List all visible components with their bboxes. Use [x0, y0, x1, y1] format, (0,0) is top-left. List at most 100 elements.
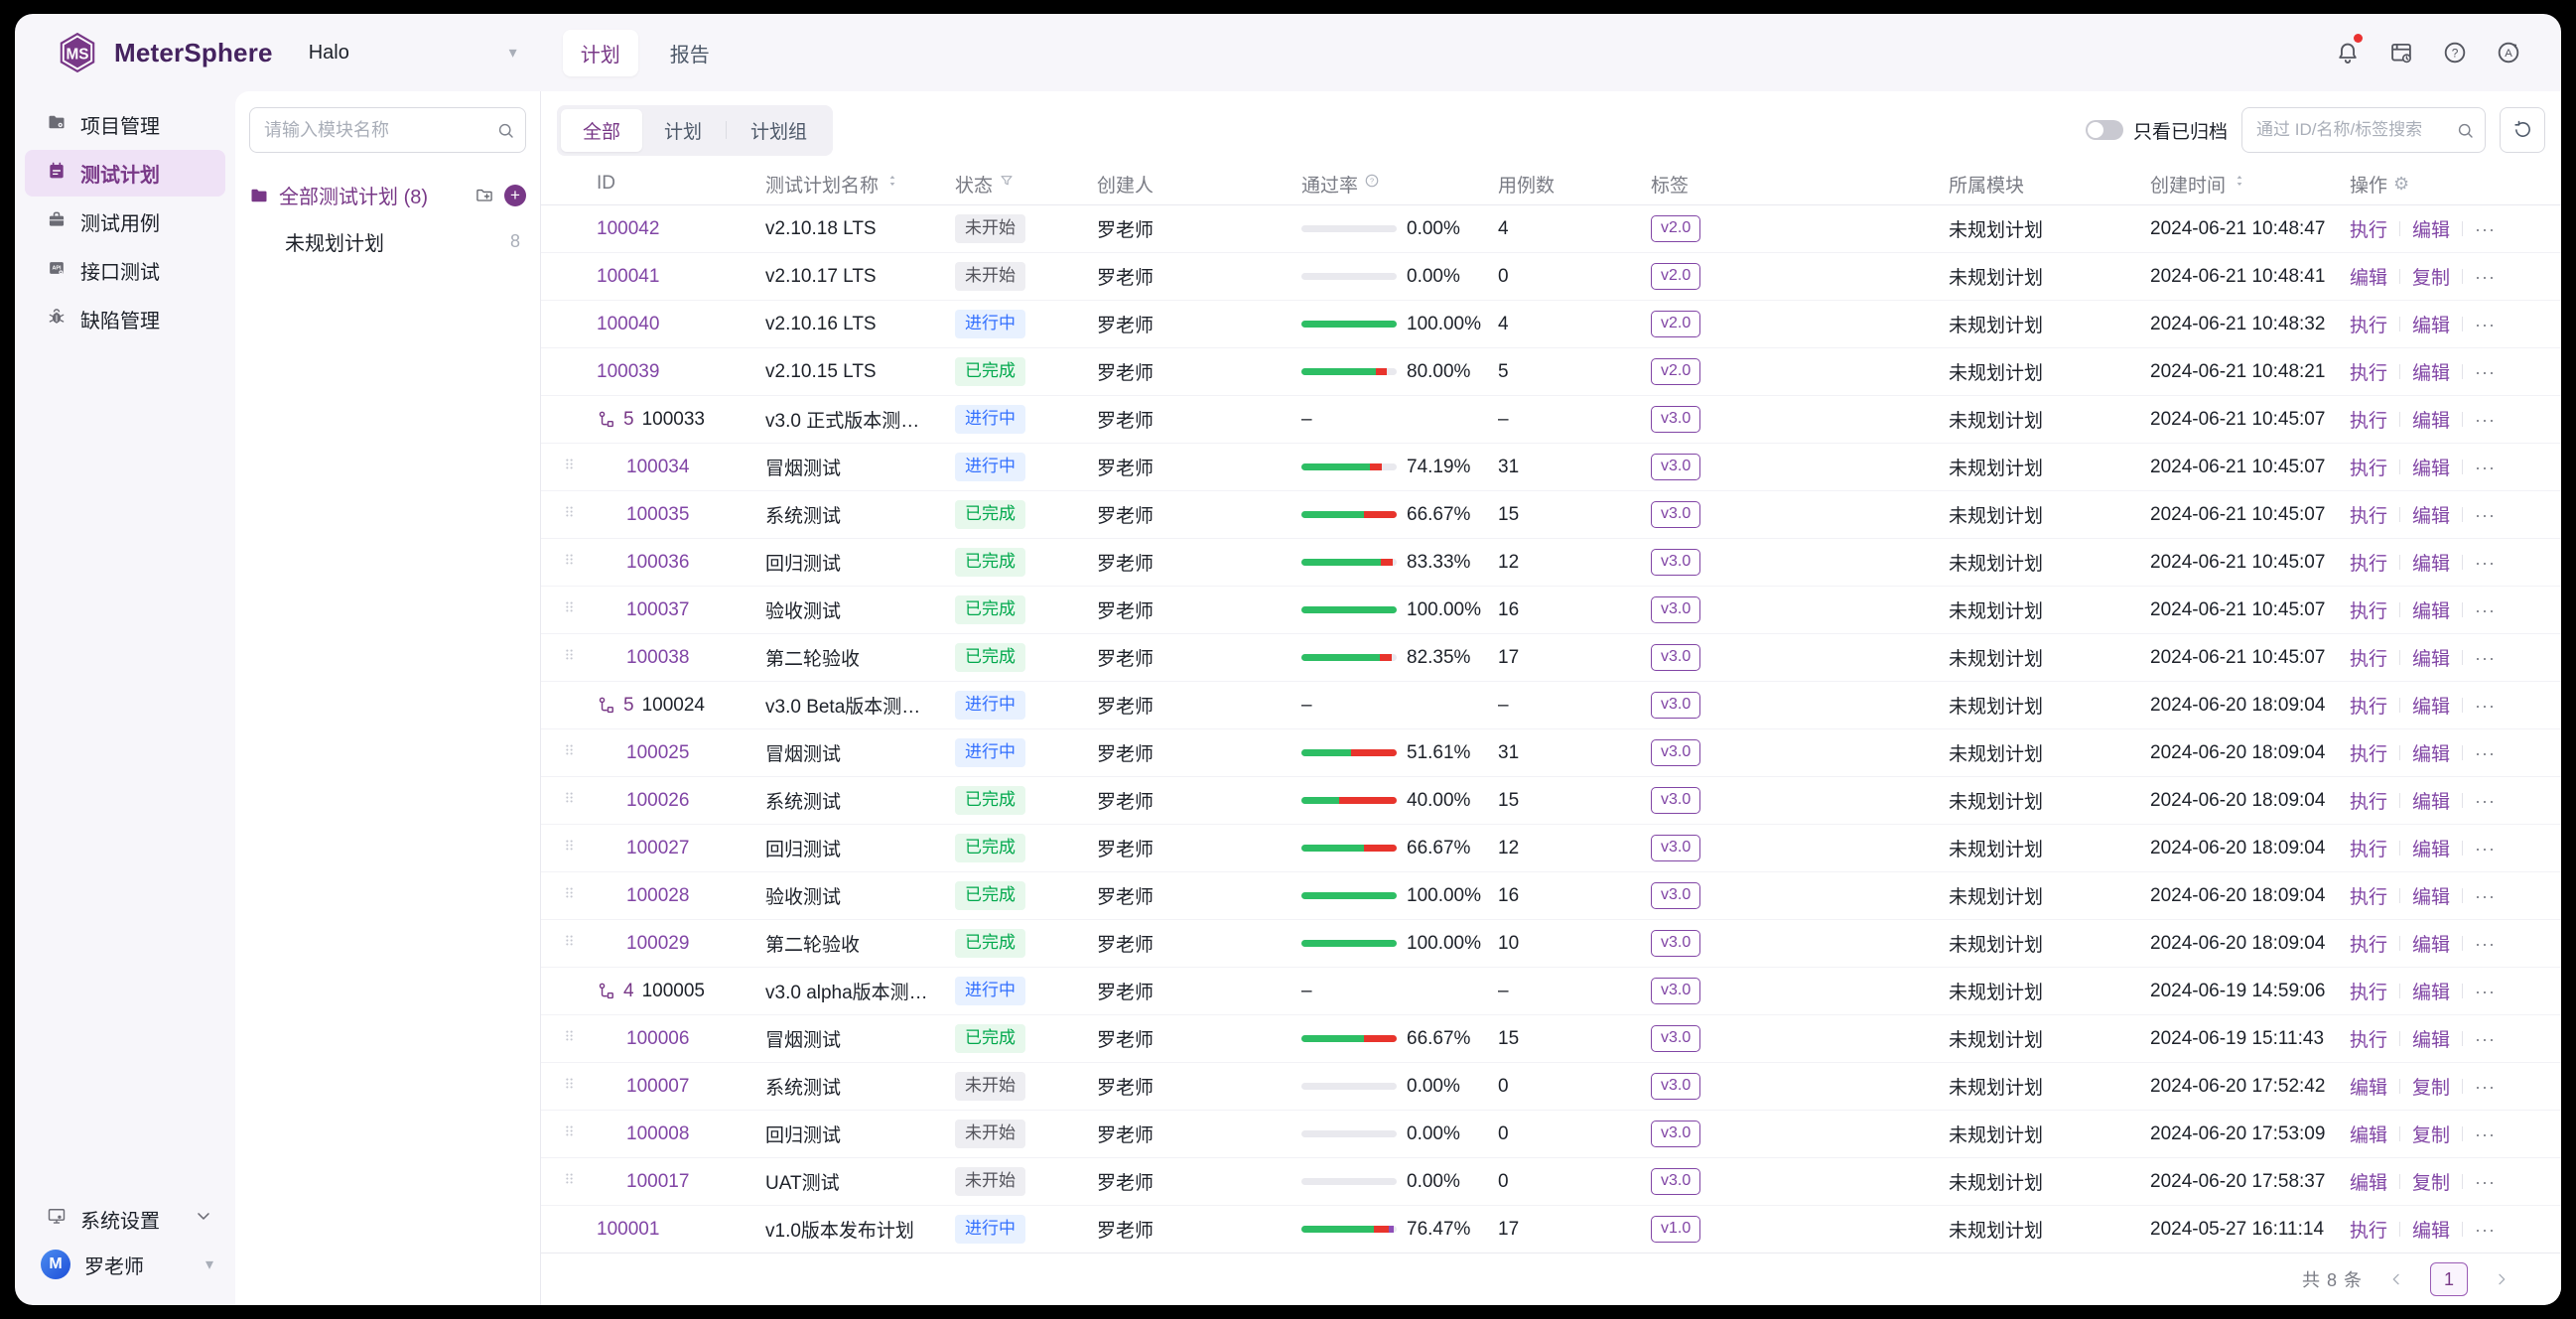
action-编辑[interactable]: 编辑: [2412, 506, 2451, 527]
plan-id-link[interactable]: 100040: [597, 313, 660, 334]
module-search-input[interactable]: [262, 118, 496, 142]
action-编辑[interactable]: 编辑: [2412, 1030, 2451, 1051]
action-执行[interactable]: 执行: [2350, 649, 2388, 670]
action-复制[interactable]: 复制: [2412, 1078, 2451, 1099]
action-执行[interactable]: 执行: [2350, 1030, 2388, 1051]
table-search-input[interactable]: [2254, 119, 2456, 141]
project-select[interactable]: Halo ▾: [309, 42, 517, 65]
action-编辑[interactable]: 编辑: [2412, 601, 2451, 622]
drag-handle-icon[interactable]: [561, 598, 578, 621]
action-编辑[interactable]: 编辑: [2412, 792, 2451, 813]
page-number[interactable]: 1: [2430, 1262, 2468, 1296]
bell-icon[interactable]: [2335, 34, 2363, 66]
action-编辑[interactable]: 编辑: [2412, 935, 2451, 956]
plan-id-link[interactable]: 100038: [626, 646, 690, 668]
more-actions-icon[interactable]: ···: [2475, 933, 2497, 954]
top-tab-report[interactable]: 报告: [669, 44, 710, 66]
plan-name-cell[interactable]: 第二轮验收: [765, 649, 861, 670]
plan-id-link[interactable]: 100006: [626, 1027, 690, 1049]
action-复制[interactable]: 复制: [2412, 268, 2451, 289]
filter-icon[interactable]: [999, 173, 1015, 195]
more-actions-icon[interactable]: ···: [2475, 266, 2497, 287]
tab-计划组[interactable]: 计划组: [750, 121, 808, 143]
drag-handle-icon[interactable]: [561, 503, 578, 526]
more-actions-icon[interactable]: ···: [2475, 457, 2497, 477]
action-执行[interactable]: 执行: [2350, 316, 2388, 336]
action-编辑[interactable]: 编辑: [2412, 840, 2451, 860]
next-page-icon[interactable]: [2494, 1271, 2509, 1287]
action-执行[interactable]: 执行: [2350, 744, 2388, 765]
action-编辑[interactable]: 编辑: [2412, 459, 2451, 479]
sidebar-item-plan[interactable]: 测试计划: [25, 150, 225, 197]
plan-id-link[interactable]: 100017: [626, 1170, 690, 1192]
plan-id-link[interactable]: 100042: [597, 217, 660, 239]
drag-handle-icon[interactable]: [561, 884, 578, 907]
plan-id-link[interactable]: 100035: [626, 503, 690, 525]
more-actions-icon[interactable]: ···: [2475, 647, 2497, 668]
action-复制[interactable]: 复制: [2412, 1125, 2451, 1146]
action-执行[interactable]: 执行: [2350, 697, 2388, 718]
prev-page-icon[interactable]: [2388, 1271, 2404, 1287]
tree-root-all-plans[interactable]: 全部测试计划 (8) +: [249, 181, 526, 209]
more-actions-icon[interactable]: ···: [2475, 1076, 2497, 1097]
action-编辑[interactable]: 编辑: [2350, 268, 2388, 289]
plan-id-link[interactable]: 100028: [626, 884, 690, 906]
more-actions-icon[interactable]: ···: [2475, 409, 2497, 430]
drag-handle-icon[interactable]: [561, 932, 578, 955]
sort-icon[interactable]: [884, 173, 900, 195]
plan-name-cell[interactable]: v2.10.17 LTS: [765, 265, 877, 287]
action-编辑[interactable]: 编辑: [2412, 1221, 2451, 1242]
more-actions-icon[interactable]: ···: [2475, 1171, 2497, 1192]
plan-name-cell[interactable]: 第二轮验收: [765, 935, 861, 956]
action-编辑[interactable]: 编辑: [2412, 363, 2451, 384]
more-actions-icon[interactable]: ···: [2475, 1219, 2497, 1240]
help-circle-icon[interactable]: ?: [1364, 173, 1380, 195]
drag-handle-icon[interactable]: [561, 456, 578, 478]
action-复制[interactable]: 复制: [2412, 1173, 2451, 1194]
action-执行[interactable]: 执行: [2350, 506, 2388, 527]
more-actions-icon[interactable]: ···: [2475, 885, 2497, 906]
action-执行[interactable]: 执行: [2350, 792, 2388, 813]
action-执行[interactable]: 执行: [2350, 220, 2388, 241]
more-actions-icon[interactable]: ···: [2475, 599, 2497, 620]
plan-id-link[interactable]: 100025: [626, 741, 690, 763]
task-center-icon[interactable]: [2388, 40, 2414, 66]
action-编辑[interactable]: 编辑: [2350, 1173, 2388, 1194]
more-actions-icon[interactable]: ···: [2475, 742, 2497, 763]
action-执行[interactable]: 执行: [2350, 554, 2388, 575]
tab-全部[interactable]: 全部: [561, 108, 643, 152]
sidebar-item-case[interactable]: 测试用例: [25, 198, 225, 245]
plan-id-link[interactable]: 100039: [597, 360, 660, 382]
plan-name-cell[interactable]: UAT测试: [765, 1173, 840, 1194]
plan-id-link[interactable]: 100026: [626, 789, 690, 811]
plan-id-link[interactable]: 100008: [626, 1122, 690, 1144]
sidebar-item-settings[interactable]: 系统设置: [15, 1196, 235, 1242]
more-actions-icon[interactable]: ···: [2475, 552, 2497, 573]
drag-handle-icon[interactable]: [561, 646, 578, 669]
action-执行[interactable]: 执行: [2350, 935, 2388, 956]
plan-name-cell[interactable]: 系统测试: [765, 506, 842, 527]
plan-name-cell[interactable]: v2.10.16 LTS: [765, 313, 877, 334]
plan-name-cell[interactable]: 验收测试: [765, 601, 842, 622]
more-actions-icon[interactable]: ···: [2475, 695, 2497, 716]
help-icon[interactable]: ?: [2442, 40, 2468, 66]
user-menu[interactable]: M 罗老师 ▾: [15, 1242, 235, 1287]
action-执行[interactable]: 执行: [2350, 411, 2388, 432]
more-actions-icon[interactable]: ···: [2475, 361, 2497, 382]
more-actions-icon[interactable]: ···: [2475, 838, 2497, 858]
action-编辑[interactable]: 编辑: [2412, 649, 2451, 670]
plan-name-cell[interactable]: 系统测试: [765, 792, 842, 813]
drag-handle-icon[interactable]: [561, 741, 578, 764]
plan-name-cell[interactable]: v1.0版本发布计划: [765, 1221, 914, 1242]
sort-icon[interactable]: [2232, 173, 2247, 195]
plan-name-cell[interactable]: 回归测试: [765, 554, 842, 575]
plan-name-cell[interactable]: v3.0 Beta版本测…: [765, 697, 921, 718]
action-执行[interactable]: 执行: [2350, 840, 2388, 860]
add-plan-icon[interactable]: +: [504, 184, 526, 206]
plan-name-cell[interactable]: 验收测试: [765, 887, 842, 908]
column-settings-gear-icon[interactable]: ⚙: [2393, 173, 2410, 194]
action-编辑[interactable]: 编辑: [2412, 983, 2451, 1003]
sidebar-item-bug[interactable]: 缺陷管理: [25, 296, 225, 342]
more-actions-icon[interactable]: ···: [2475, 314, 2497, 334]
drag-handle-icon[interactable]: [561, 837, 578, 859]
